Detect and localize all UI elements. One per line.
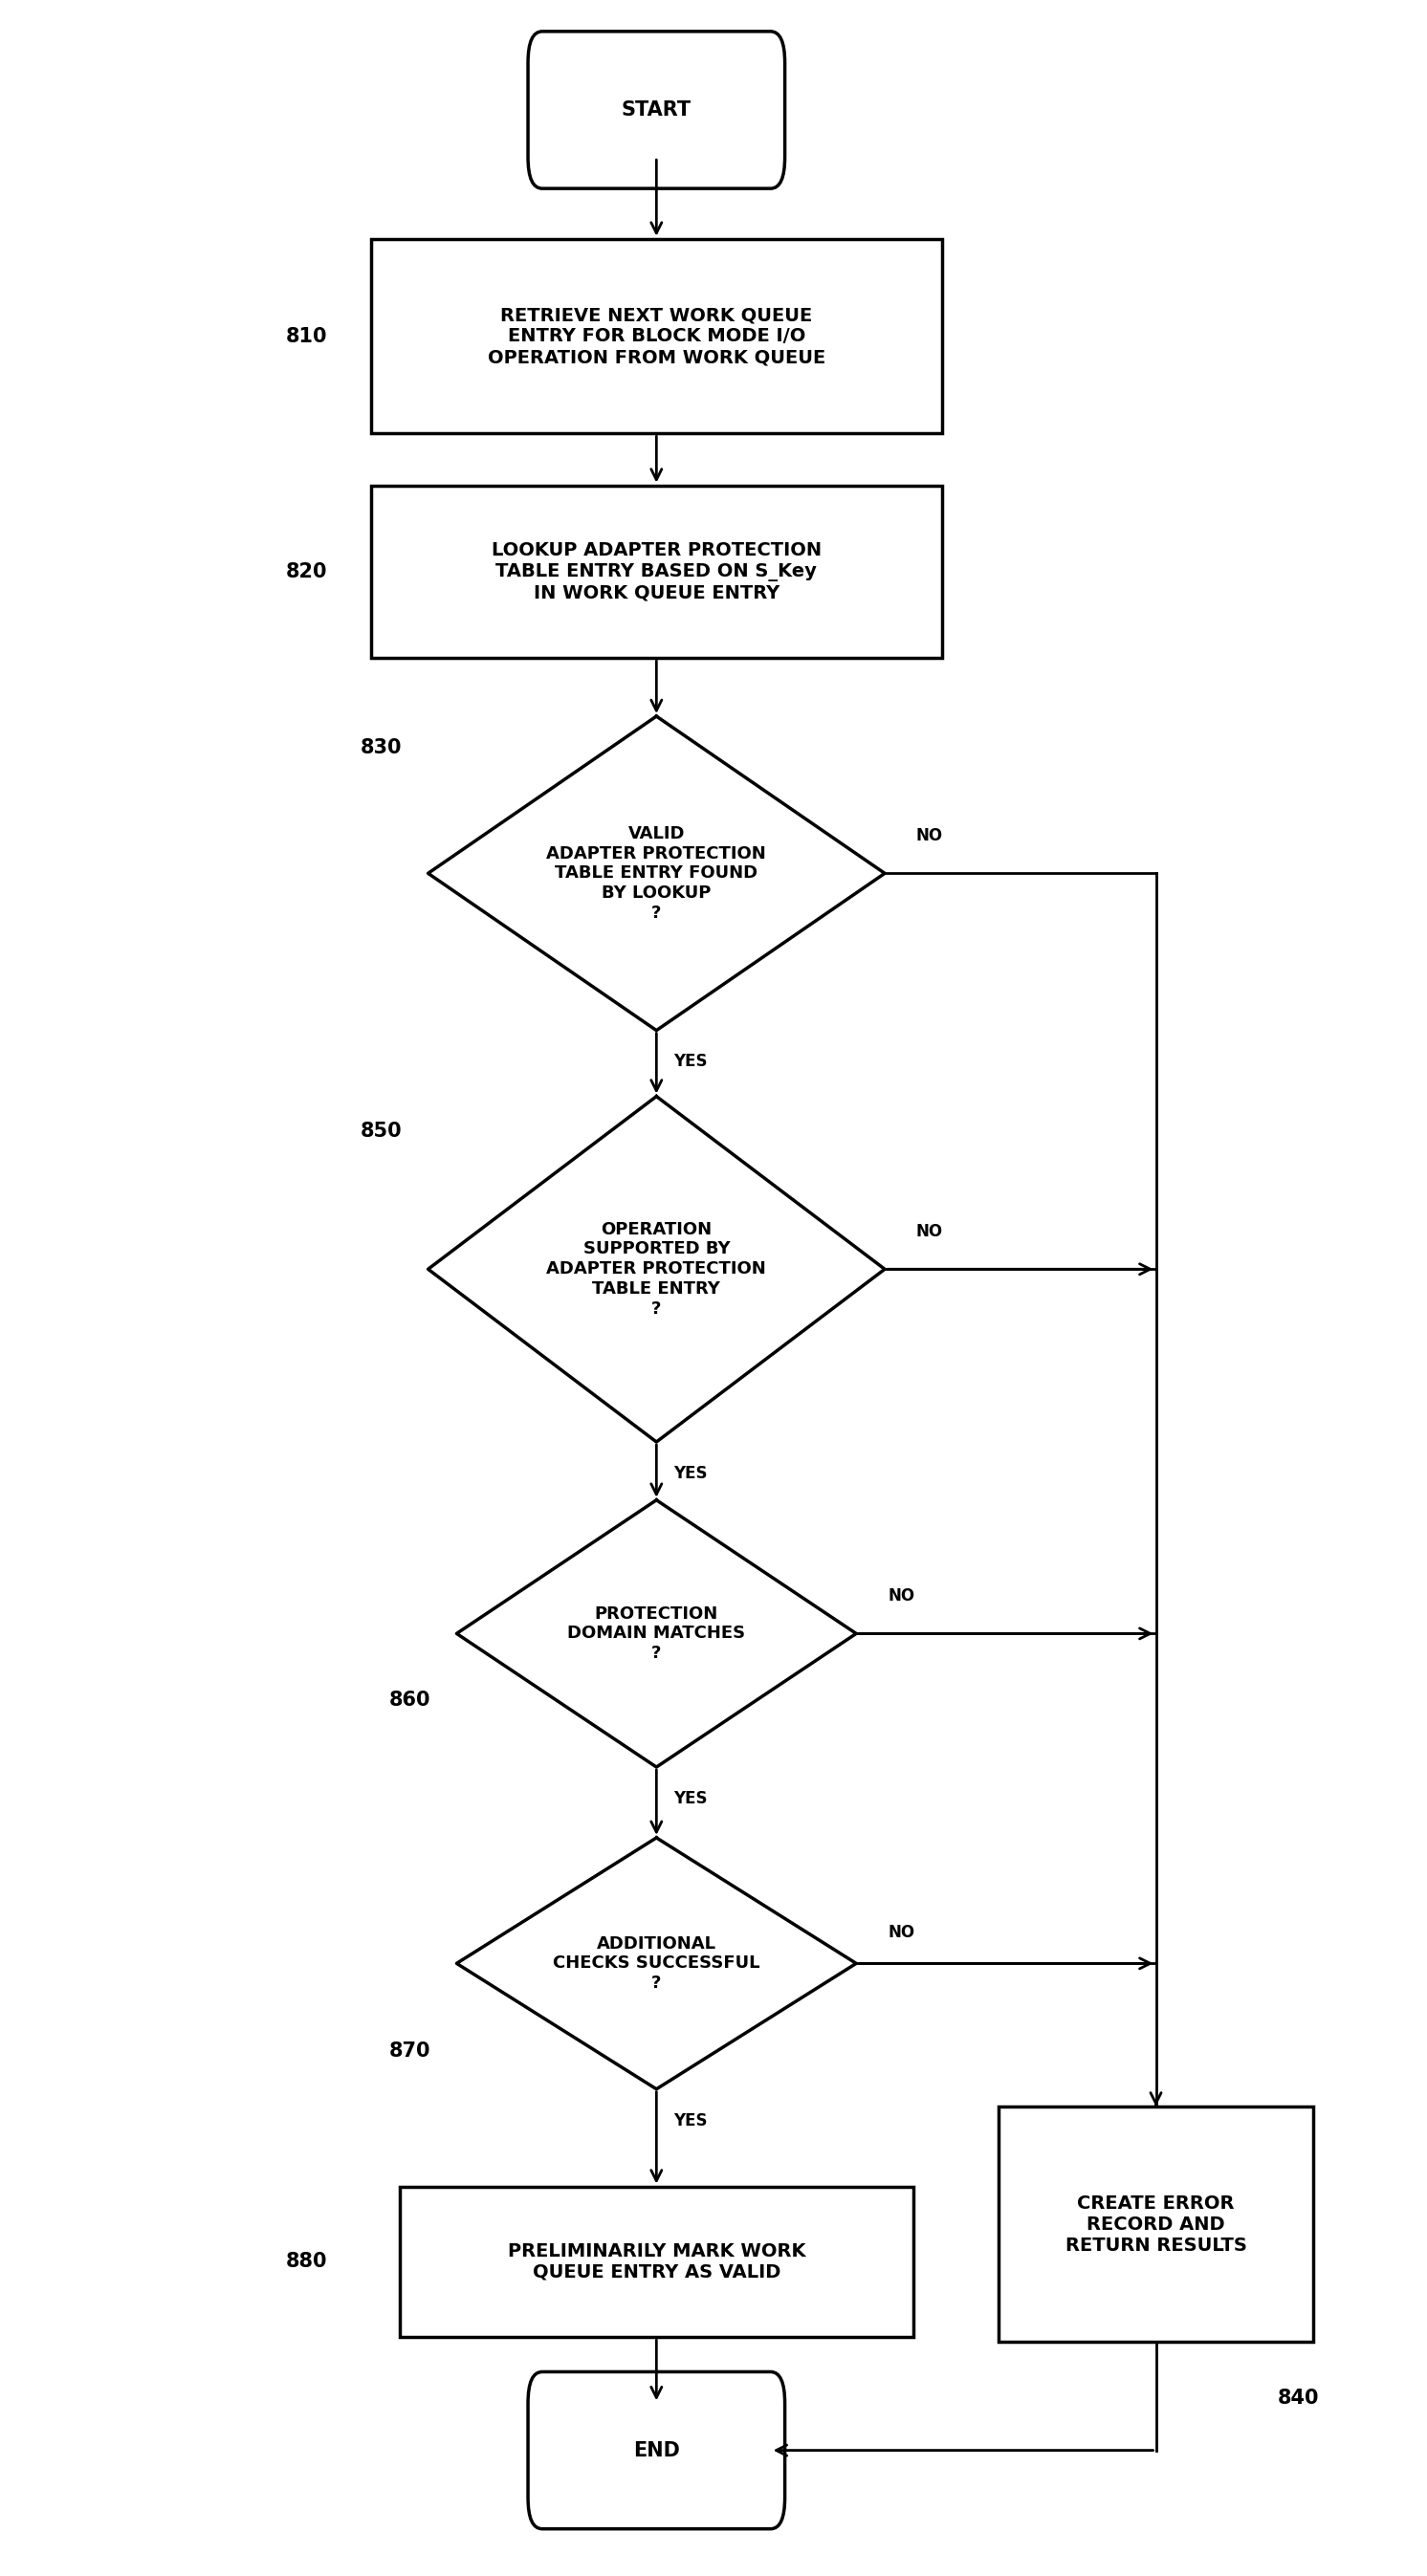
Polygon shape	[428, 1097, 885, 1443]
Text: 810: 810	[285, 327, 328, 345]
Bar	[371, 484, 942, 657]
Text: 880: 880	[285, 2251, 328, 2272]
Text: PROTECTION
DOMAIN MATCHES
?: PROTECTION DOMAIN MATCHES ?	[568, 1605, 745, 1662]
Text: NO: NO	[888, 1587, 915, 1605]
FancyBboxPatch shape	[528, 2372, 785, 2530]
Text: YES: YES	[674, 1790, 708, 1808]
Polygon shape	[428, 716, 885, 1030]
Text: 830: 830	[361, 739, 402, 757]
Text: 860: 860	[390, 1690, 431, 1710]
Text: NO: NO	[916, 827, 943, 845]
Text: 850: 850	[361, 1121, 402, 1141]
Text: YES: YES	[674, 1054, 708, 1072]
Text: 870: 870	[390, 2043, 431, 2061]
Text: YES: YES	[674, 2112, 708, 2130]
FancyBboxPatch shape	[528, 31, 785, 188]
Text: PRELIMINARILY MARK WORK
QUEUE ENTRY AS VALID: PRELIMINARILY MARK WORK QUEUE ENTRY AS V…	[508, 2241, 805, 2282]
Text: OPERATION
SUPPORTED BY
ADAPTER PROTECTION
TABLE ENTRY
?: OPERATION SUPPORTED BY ADAPTER PROTECTIO…	[547, 1221, 766, 1316]
Text: ADDITIONAL
CHECKS SUCCESSFUL
?: ADDITIONAL CHECKS SUCCESSFUL ?	[552, 1935, 761, 1991]
Text: CREATE ERROR
RECORD AND
RETURN RESULTS: CREATE ERROR RECORD AND RETURN RESULTS	[1065, 2195, 1247, 2254]
Bar	[371, 240, 942, 433]
Text: START: START	[621, 100, 692, 118]
Text: NO: NO	[888, 1924, 915, 1940]
Bar	[999, 2107, 1313, 2342]
Text: RETRIEVE NEXT WORK QUEUE
ENTRY FOR BLOCK MODE I/O
OPERATION FROM WORK QUEUE: RETRIEVE NEXT WORK QUEUE ENTRY FOR BLOCK…	[488, 307, 825, 366]
Polygon shape	[457, 1837, 856, 2089]
Text: 840: 840	[1277, 2388, 1320, 2409]
Bar	[400, 2187, 913, 2336]
Polygon shape	[457, 1499, 856, 1767]
Text: YES: YES	[674, 1466, 708, 1481]
Text: NO: NO	[916, 1224, 943, 1239]
Text: LOOKUP ADAPTER PROTECTION
TABLE ENTRY BASED ON S_Key
IN WORK QUEUE ENTRY: LOOKUP ADAPTER PROTECTION TABLE ENTRY BA…	[491, 541, 822, 603]
Text: END: END	[634, 2442, 679, 2460]
Text: VALID
ADAPTER PROTECTION
TABLE ENTRY FOUND
BY LOOKUP
?: VALID ADAPTER PROTECTION TABLE ENTRY FOU…	[547, 824, 766, 922]
Text: 820: 820	[285, 562, 328, 582]
